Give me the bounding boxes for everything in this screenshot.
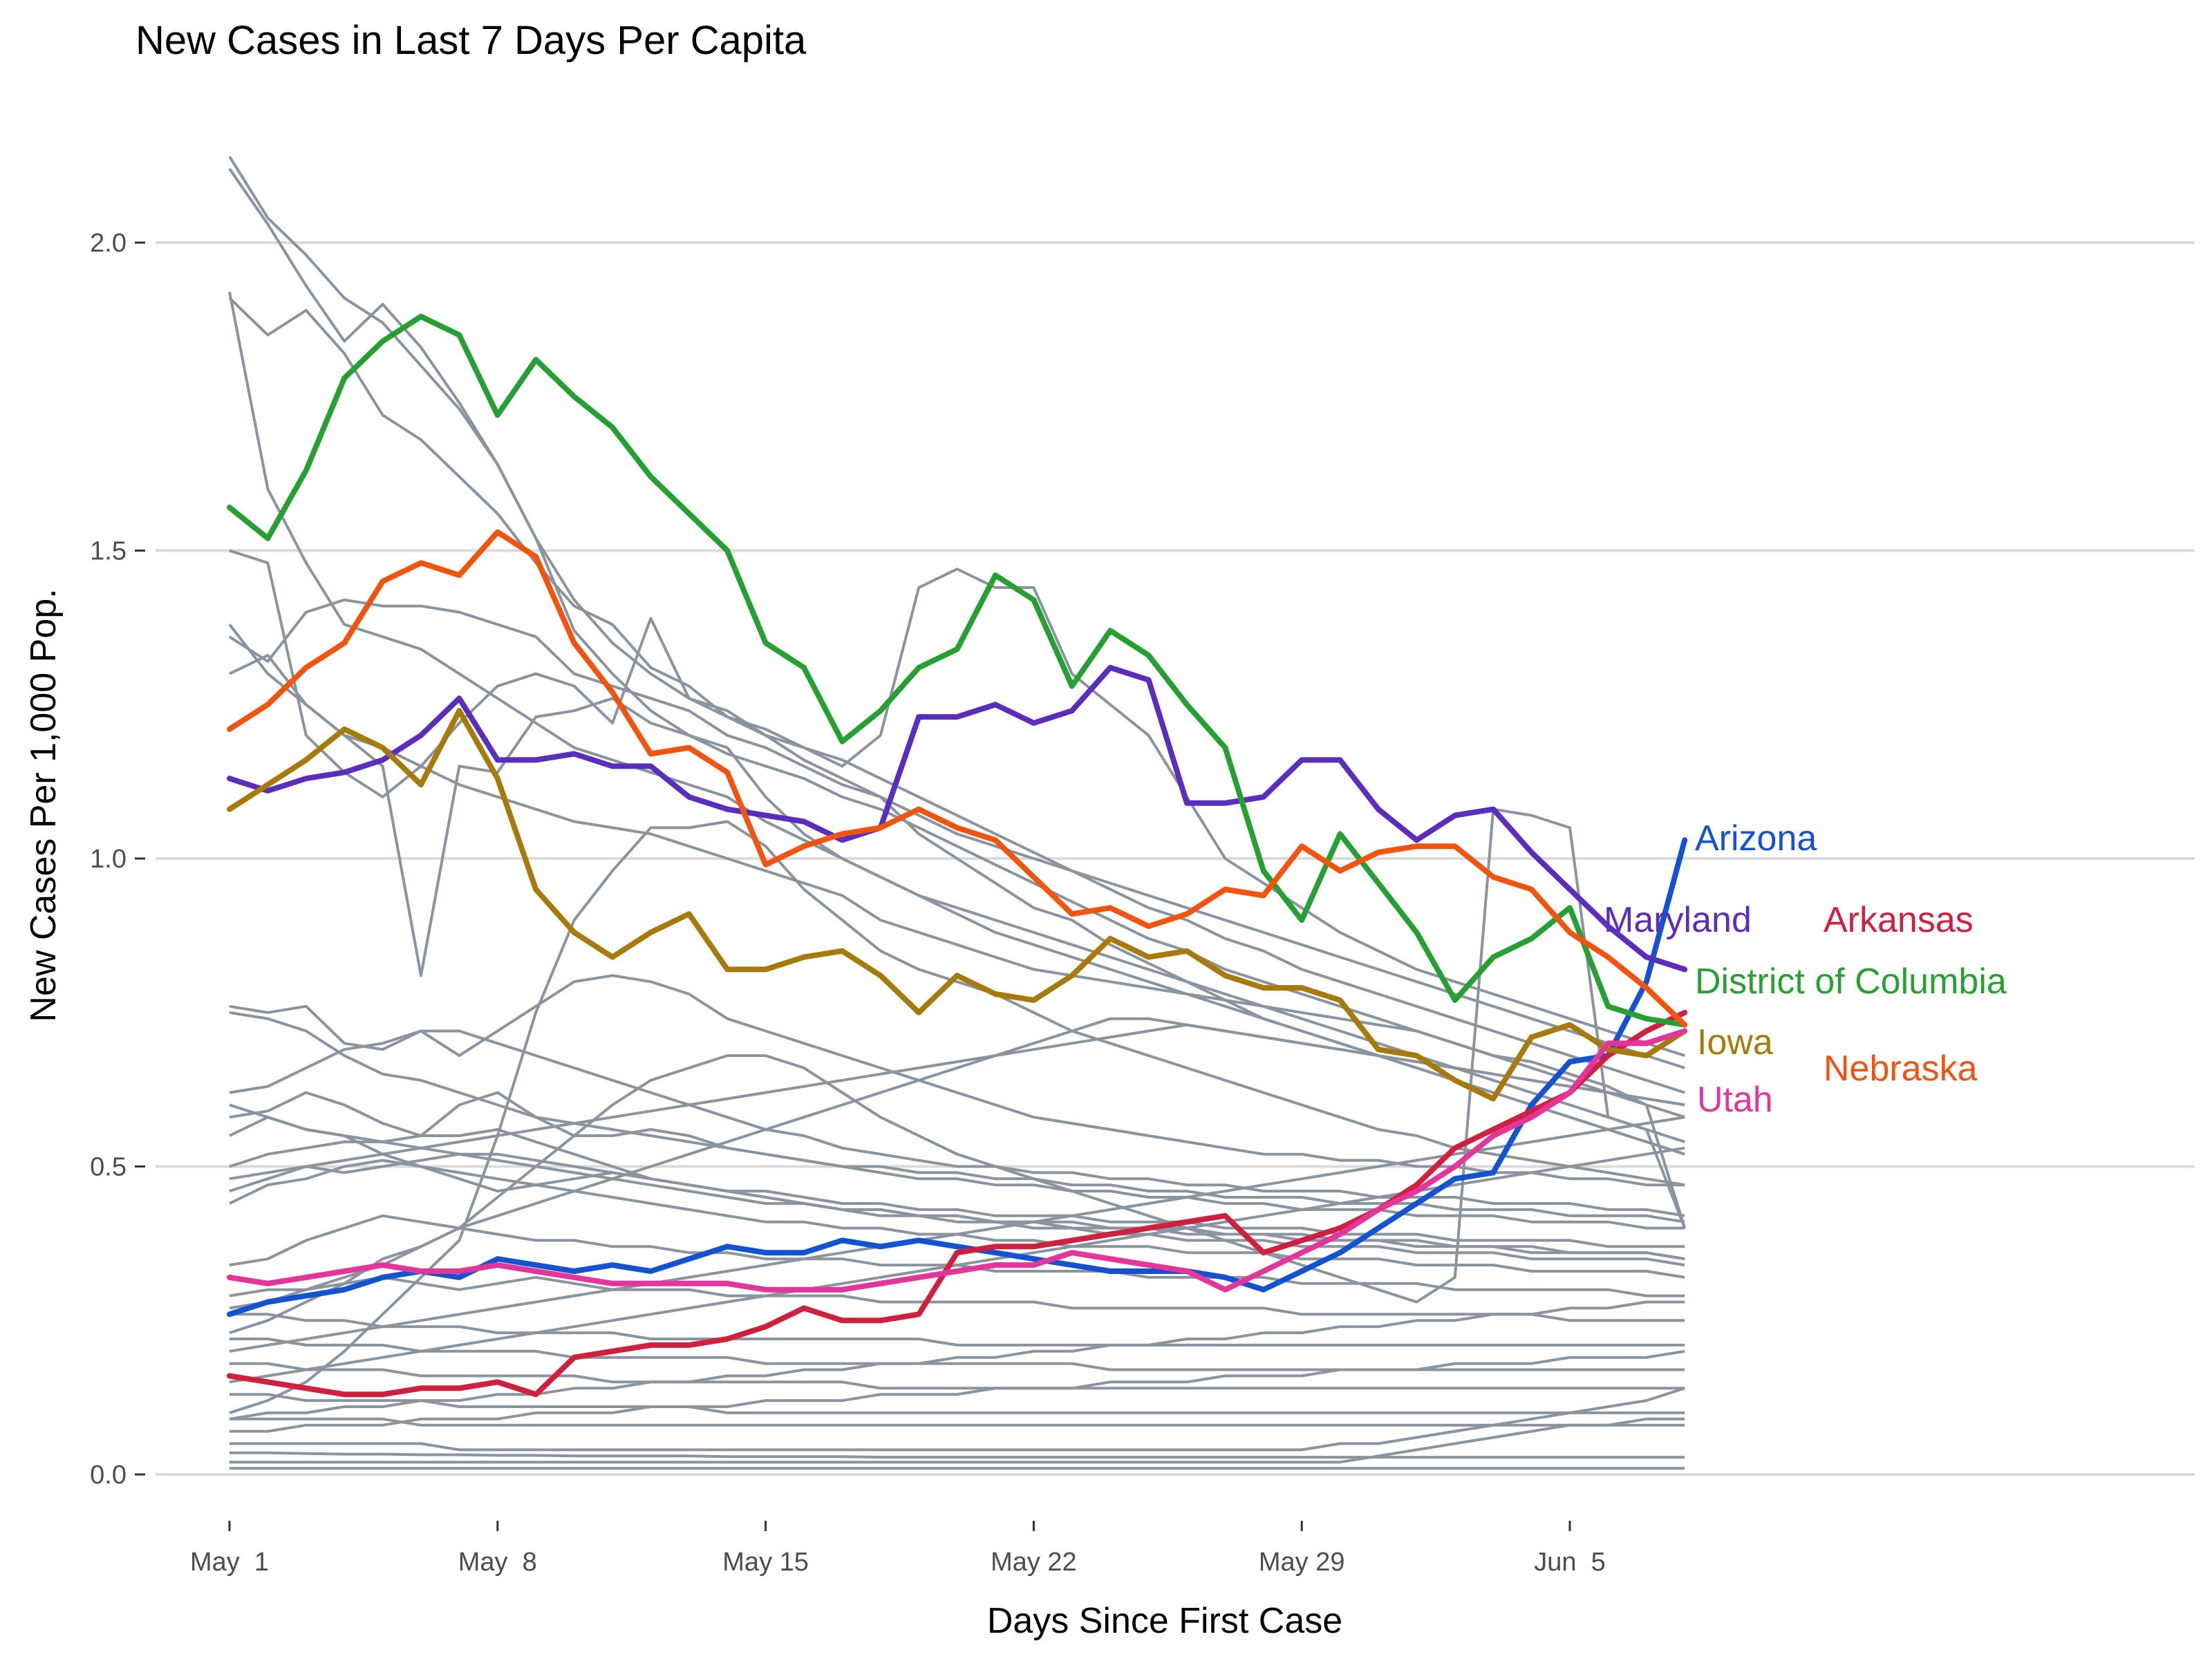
utah-line [227,1028,1688,1293]
x-tick-label: Jun 5 [1534,1548,1606,1577]
y-tick-label: 2.0 [90,229,126,258]
highlighted-series-group [227,313,1688,1398]
gridlines [156,241,2195,1476]
background-series-line [229,1362,1685,1390]
background-series-line [228,624,1685,1119]
background-series-line [228,598,1685,1069]
background-series-line [229,820,1685,1414]
background-series-line [229,1349,1685,1433]
background-series-line [229,1451,1685,1459]
background-series-line [229,1417,1685,1464]
district-of-columbia-label: District of Columbia [1695,962,2007,1002]
x-tick-label: May 15 [722,1548,809,1577]
series-labels-group: Arizona Maryland Arkansas District of Colum… [1604,818,2007,1120]
y-tick-label: 0.0 [90,1461,126,1490]
district-of-columbia-line [227,313,1688,1028]
background-series-line [228,167,1685,1156]
background-series-line [229,1091,1685,1224]
background-series-group [228,156,1687,1470]
background-series-line [228,291,1685,1156]
y-tick-label: 1.5 [90,537,126,566]
nebraska-label: Nebraska [1824,1049,1978,1089]
y-axis-title: New Cases Per 1,000 Pop. [24,588,64,1022]
utah-label: Utah [1697,1080,1773,1120]
background-series-line [229,1387,1685,1452]
x-axis-ticks: May 1 May 8 May 15 May 22 May 29 Jun 5 [190,1521,1606,1577]
background-series-line [229,1275,1685,1322]
x-tick-label: May 1 [190,1548,269,1577]
x-axis-title: Days Since First Case [987,1601,1342,1641]
y-tick-label: 0.5 [90,1153,126,1182]
background-series-line [229,1004,1685,1217]
chart-title: New Cases in Last 7 Days Per Capita [135,18,807,63]
arkansas-label: Arkansas [1824,900,1974,940]
background-series-line [228,297,1685,1094]
background-series-line [229,1300,1685,1421]
x-tick-label: May 22 [991,1548,1077,1577]
x-tick-label: May 29 [1259,1548,1345,1577]
background-series-line [229,974,1685,1187]
arkansas-line [227,1009,1688,1398]
background-series-line [229,549,1685,1058]
background-series-line [229,1152,1685,1267]
arizona-label: Arizona [1695,818,1817,859]
background-series-line [229,1338,1685,1371]
iowa-line [227,708,1688,1102]
iowa-label: Iowa [1697,1022,1773,1062]
x-tick-label: May 8 [458,1548,537,1577]
background-series-line [229,807,1687,1335]
y-tick-label: 1.0 [90,845,126,874]
background-series-line [229,1116,1685,1248]
nebraska-line [227,529,1688,1028]
background-series-line [229,1393,1685,1414]
maryland-label: Maryland [1604,900,1752,940]
background-series-line [229,1011,1685,1230]
background-series-line [229,1417,1685,1427]
arizona-line [227,837,1688,1318]
y-axis-ticks: 0.0 0.5 1.0 1.5 2.0 [90,229,145,1490]
background-series-line [229,1313,1685,1347]
background-series-line [229,1023,1685,1181]
background-series-line [229,1103,1685,1261]
background-series-line [229,1116,1685,1353]
maryland-line [227,664,1688,973]
background-series-line [229,654,1685,1143]
